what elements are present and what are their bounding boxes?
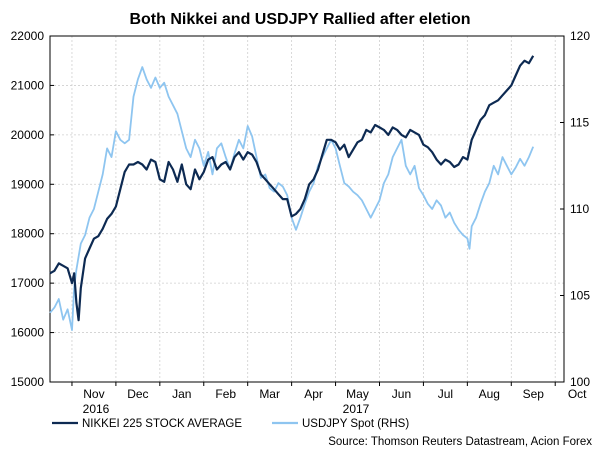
grid-lines xyxy=(50,36,564,382)
plot-frame xyxy=(49,35,565,383)
right-axis-ticks: 100 105 110 115 120 xyxy=(560,29,590,389)
right-tick-label: 100 xyxy=(570,375,590,389)
x-tick-label: May xyxy=(346,387,369,401)
left-tick-label: 21000 xyxy=(11,78,45,92)
x-tick-label: Aug xyxy=(479,387,500,401)
x-tick-label: Jul xyxy=(438,387,453,401)
left-tick-label: 19000 xyxy=(11,177,45,191)
left-tick-label: 16000 xyxy=(11,326,45,340)
year-label-2016: 2016 xyxy=(83,402,110,416)
right-tick-label: 105 xyxy=(570,289,590,303)
x-tick-label: Apr xyxy=(304,387,323,401)
x-tick-label: Mar xyxy=(259,387,280,401)
legend-label-usdjpy: USDJPY Spot (RHS) xyxy=(302,418,409,430)
x-tick-label: Nov xyxy=(83,387,104,401)
x-tick-label: Sep xyxy=(523,387,545,401)
x-tick-label: Jan xyxy=(172,387,191,401)
left-tick-label: 15000 xyxy=(11,375,45,389)
series-line-usdjpy xyxy=(49,66,535,331)
right-tick-label: 115 xyxy=(570,116,589,130)
right-tick-label: 120 xyxy=(570,29,590,43)
x-tick-label: Jun xyxy=(392,387,411,401)
year-label-2017: 2017 xyxy=(343,402,370,416)
x-tick-label: Feb xyxy=(215,387,236,401)
x-tick-label: Oct xyxy=(568,387,587,401)
legend-label-nikkei: NIKKEI 225 STOCK AVERAGE xyxy=(82,418,242,430)
left-tick-label: 18000 xyxy=(11,227,45,241)
chart-title: Both Nikkei and USDJPY Rallied after ele… xyxy=(129,11,470,28)
left-tick-label: 20000 xyxy=(11,128,45,142)
left-axis-ticks: 15000 16000 17000 18000 19000 20000 21000 22000 xyxy=(11,29,54,389)
x-axis-ticks: Nov Dec Jan Feb Mar Apr May Jun Jul Aug Sep Oct xyxy=(71,382,587,401)
right-tick-label: 110 xyxy=(570,202,589,216)
legend: NIKKEI 225 STOCK AVERAGE USDJPY Spot (RH… xyxy=(52,418,409,430)
source-note: Source: Thomson Reuters Datastream, Acio… xyxy=(328,436,592,448)
left-tick-label: 22000 xyxy=(11,29,45,43)
left-tick-label: 17000 xyxy=(11,276,45,290)
series-layer xyxy=(49,55,535,331)
x-tick-label: Dec xyxy=(127,387,148,401)
series-line-nikkei xyxy=(49,55,535,322)
